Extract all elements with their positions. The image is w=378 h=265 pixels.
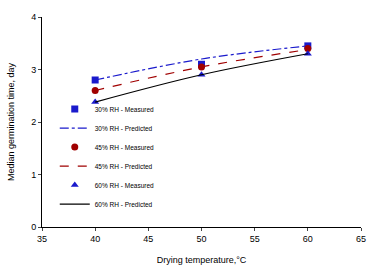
svg-text:60% RH - Measured: 60% RH - Measured xyxy=(95,182,154,189)
svg-text:Drying temperature,°C: Drying temperature,°C xyxy=(157,255,247,265)
svg-text:30% RH - Predicted: 30% RH - Predicted xyxy=(95,125,153,132)
svg-text:1: 1 xyxy=(31,170,36,180)
svg-text:Median germination time, day: Median germination time, day xyxy=(6,62,16,181)
svg-text:60% RH - Predicted: 60% RH - Predicted xyxy=(95,201,153,208)
svg-text:0: 0 xyxy=(31,222,36,232)
svg-text:3: 3 xyxy=(31,65,36,75)
svg-text:30% RH - Measured: 30% RH - Measured xyxy=(95,106,154,113)
svg-text:2: 2 xyxy=(31,117,36,127)
svg-text:65: 65 xyxy=(356,234,366,244)
svg-text:60: 60 xyxy=(303,234,313,244)
svg-text:4: 4 xyxy=(31,12,36,22)
svg-text:45% RH - Predicted: 45% RH - Predicted xyxy=(95,163,153,170)
svg-text:40: 40 xyxy=(90,234,100,244)
svg-text:45% RH - Measured: 45% RH - Measured xyxy=(95,144,154,151)
svg-text:45: 45 xyxy=(143,234,153,244)
svg-text:50: 50 xyxy=(196,234,206,244)
svg-text:35: 35 xyxy=(37,234,47,244)
svg-text:55: 55 xyxy=(250,234,260,244)
